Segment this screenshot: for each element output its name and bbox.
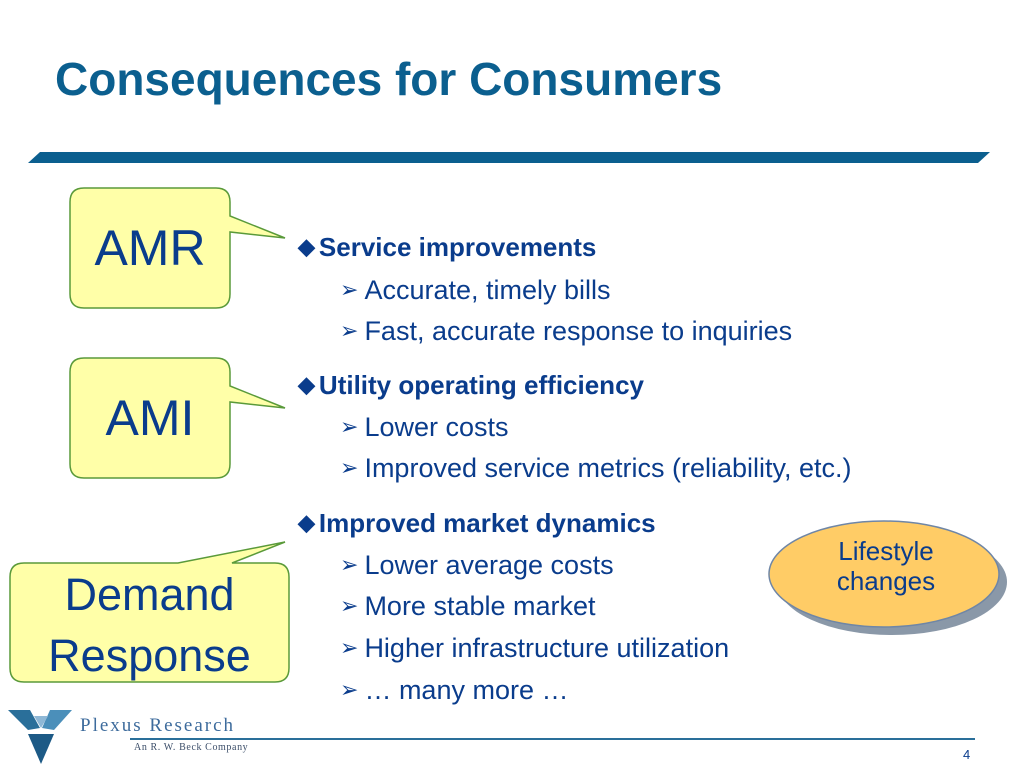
ami-callout-label: AMI [105, 390, 195, 446]
list-item: ➢ Lower average costs [340, 550, 614, 581]
list-item-text: Improved service metrics (reliability, e… [364, 453, 852, 483]
list-item: ➢ Higher infrastructure utilization [340, 633, 729, 664]
section-heading-text: Utility operating efficiency [318, 370, 644, 400]
bubble-line2: changes [836, 565, 936, 596]
demand-callout-line1: Demand [64, 569, 235, 620]
arrow-bullet-icon: ➢ [340, 455, 359, 480]
list-item-text: … many more … [364, 675, 569, 705]
arrow-bullet-icon: ➢ [340, 677, 359, 702]
list-item: ➢ More stable market [340, 591, 596, 622]
bubble-line1: Lifestyle [838, 536, 934, 566]
arrow-bullet-icon: ➢ [340, 318, 359, 343]
section-heading-text: Improved market dynamics [318, 508, 656, 538]
section-heading: ◆ Utility operating efficiency [298, 370, 644, 401]
list-item: ➢ Accurate, timely bills [340, 275, 611, 306]
section-heading: ◆ Improved market dynamics [298, 508, 656, 539]
list-item: ➢ Lower costs [340, 412, 509, 443]
demand-callout-shape [9, 541, 290, 683]
lifestyle-bubble: Lifestyle changes [770, 536, 1002, 597]
arrow-bullet-icon: ➢ [340, 552, 359, 577]
logo-subtitle: An R. W. Beck Company [134, 742, 249, 753]
ami-callout-shape [69, 357, 286, 479]
list-item-text: Lower average costs [364, 550, 614, 580]
section-heading-text: Service improvements [318, 232, 597, 262]
list-item: ➢… many more … [340, 675, 568, 706]
footer-rule [130, 738, 975, 740]
logo-name: Plexus Research [80, 715, 236, 736]
amr-callout-label: AMR [94, 220, 206, 276]
list-item-text: Accurate, timely bills [364, 275, 611, 305]
slide-title: Consequences for Consumers [55, 53, 723, 105]
list-item-text: Higher infrastructure utilization [364, 633, 730, 663]
bubble-shape [768, 520, 1000, 628]
list-item-text: Lower costs [364, 412, 509, 442]
arrow-bullet-icon: ➢ [340, 593, 359, 618]
list-item: ➢ Improved service metrics (reliability, … [340, 453, 852, 484]
diamond-bullet-icon: ◆ [298, 372, 315, 397]
list-item-text: More stable market [364, 591, 596, 621]
diamond-bullet-icon: ◆ [298, 510, 315, 535]
arrow-bullet-icon: ➢ [340, 635, 359, 660]
arrow-bullet-icon: ➢ [340, 414, 359, 439]
plexus-logo-icon [8, 710, 72, 764]
demand-callout-line2: Response [48, 630, 251, 681]
list-item: ➢ Fast, accurate response to inquiries [340, 316, 792, 347]
diamond-bullet-icon: ◆ [298, 234, 315, 259]
arrow-bullet-icon: ➢ [340, 277, 359, 302]
page-number: 4 [963, 747, 971, 762]
amr-callout-shape [69, 187, 286, 309]
list-item-text: Fast, accurate response to inquiries [364, 316, 793, 346]
section-heading: ◆ Service improvements [298, 232, 596, 263]
